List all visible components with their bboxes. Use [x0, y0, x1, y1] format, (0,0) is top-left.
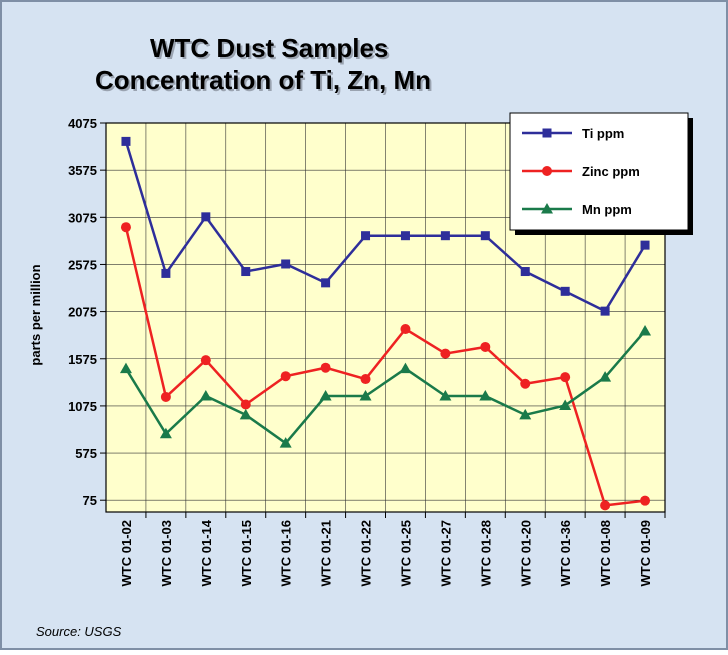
data-point — [639, 324, 652, 336]
y-tick-label: 3575 — [68, 163, 97, 178]
data-point — [201, 212, 211, 222]
x-tick-label: WTC 01-25 — [398, 520, 413, 586]
x-tick-label: WTC 01-27 — [438, 520, 453, 586]
x-tick-label: WTC 01-15 — [239, 520, 254, 586]
plot-frame — [105, 122, 666, 513]
data-point — [160, 391, 171, 402]
data-point — [121, 136, 131, 146]
legend-marker — [542, 166, 552, 176]
x-tick-label: WTC 01-02 — [119, 520, 134, 586]
x-tick-label: WTC 01-16 — [279, 520, 294, 586]
data-point — [400, 231, 410, 241]
series-line — [124, 330, 646, 445]
title-shadow: WTC Dust Samples — [152, 35, 390, 65]
data-point — [200, 355, 211, 366]
data-point — [199, 390, 212, 401]
x-tick-label: WTC 01-36 — [558, 520, 573, 586]
data-point — [480, 341, 491, 352]
data-point — [399, 362, 412, 374]
x-tick-label: WTC 01-09 — [638, 520, 653, 586]
chart-subtitle: Concentration of Ti, Zn, Mn — [95, 65, 431, 95]
data-point — [439, 390, 452, 401]
data-point — [600, 500, 611, 511]
legend-label: Mn ppm — [582, 202, 632, 217]
data-point — [320, 362, 331, 373]
data-point — [120, 222, 131, 233]
x-tick-label: WTC 01-08 — [598, 520, 613, 586]
data-point — [321, 278, 331, 288]
data-point — [600, 306, 610, 316]
source: Source: USGS — [36, 624, 122, 639]
x-tick-label: WTC 01-14 — [199, 519, 214, 586]
data-point — [559, 399, 572, 410]
data-point — [161, 268, 171, 278]
data-point — [240, 399, 251, 410]
data-point — [640, 240, 650, 250]
y-tick-label: 1575 — [68, 352, 97, 367]
data-point — [440, 348, 451, 359]
data-point — [520, 267, 530, 277]
data-point — [281, 259, 291, 269]
data-point — [119, 362, 132, 374]
x-tick-label: WTC 01-20 — [518, 520, 533, 586]
y-tick-label: 2075 — [68, 305, 97, 320]
subtitle-shadow: Concentration of Ti, Zn, Mn — [97, 67, 433, 97]
data-point — [319, 390, 332, 401]
y-tick-label: 2575 — [68, 257, 97, 272]
y-tick-label: 1075 — [68, 399, 97, 414]
legend-label: Zinc ppm — [582, 164, 640, 179]
y-tick-label: 3075 — [68, 210, 97, 225]
data-point — [241, 267, 251, 277]
data-point — [360, 374, 371, 385]
data-point — [280, 371, 291, 382]
data-point — [520, 378, 531, 389]
y-tick-label: 75 — [83, 493, 97, 508]
legend-label: Ti ppm — [582, 126, 624, 141]
chart-title: WTC Dust Samples — [150, 33, 388, 63]
data-point — [159, 427, 172, 439]
data-point — [279, 437, 292, 448]
x-tick-label: WTC 01-21 — [319, 520, 334, 586]
data-point — [480, 231, 490, 241]
y-tick-label: 4075 — [68, 116, 97, 131]
data-point — [400, 324, 411, 335]
legend-marker — [541, 203, 553, 214]
x-tick-label: WTC 01-03 — [159, 520, 174, 586]
data-point — [440, 231, 450, 241]
x-tick-label: WTC 01-22 — [359, 520, 374, 586]
data-point — [361, 231, 371, 241]
data-point — [560, 286, 570, 296]
data-point — [640, 495, 651, 506]
series-line — [124, 141, 647, 313]
y-tick-label: 575 — [75, 446, 97, 461]
legend-marker — [542, 128, 552, 138]
y-axis-label: parts per million — [28, 264, 43, 365]
data-point — [239, 408, 252, 420]
data-point — [359, 390, 372, 401]
x-tick-label: WTC 01-28 — [478, 520, 493, 586]
data-point — [599, 371, 612, 382]
data-point — [519, 408, 532, 420]
series-line — [124, 226, 646, 507]
data-point — [479, 390, 492, 401]
data-point — [560, 372, 571, 383]
